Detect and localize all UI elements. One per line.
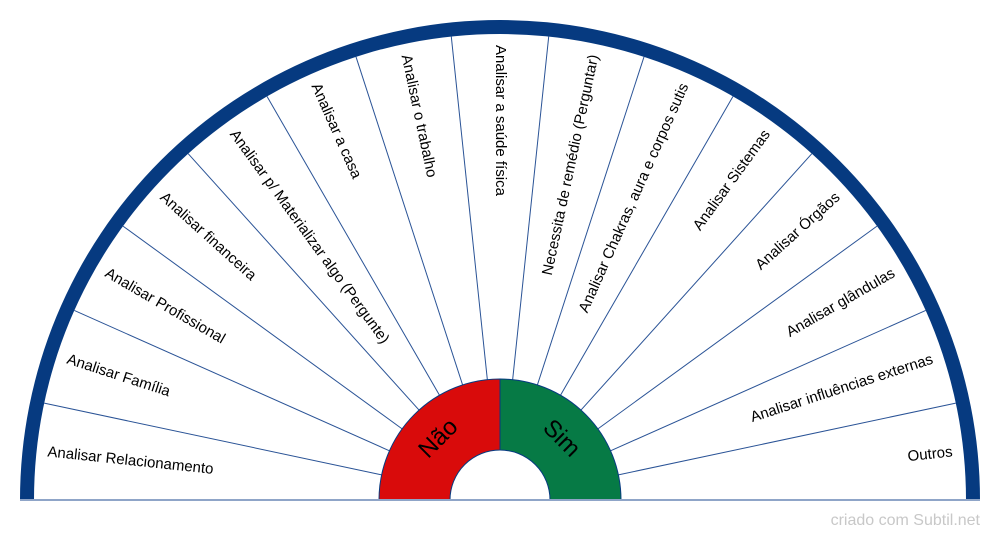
sector-label: Analisar Família	[65, 351, 173, 401]
sector-divider	[580, 153, 813, 411]
sector-label: Necessita de remédio (Perguntar)	[539, 53, 602, 277]
yes-sector	[499, 378, 622, 501]
sector-divider	[74, 310, 390, 452]
sector-label: Analisar influências externas	[748, 351, 935, 426]
sector-label: Analisar financeira	[157, 189, 261, 285]
sector-divider	[512, 36, 550, 380]
sector-divider	[610, 310, 926, 452]
no-sector	[378, 378, 501, 501]
watermark: criado com Subtil.net	[830, 512, 980, 529]
sector-divider	[266, 96, 440, 396]
sector-label: Outros	[907, 443, 954, 465]
sector-divider	[122, 225, 403, 430]
sector-divider	[44, 402, 382, 476]
sector-divider	[536, 56, 645, 386]
sector-label: Analisar o trabalho	[398, 53, 441, 179]
sector-divider	[618, 402, 956, 476]
sector-divider	[560, 96, 734, 396]
sector-label: Analisar Profissional	[102, 265, 228, 348]
sector-label: Analisar Relacionamento	[47, 443, 215, 477]
sector-divider	[597, 225, 878, 430]
sector-divider	[187, 153, 420, 411]
sector-label: Analisar glândulas	[783, 265, 898, 341]
sector-divider	[355, 56, 464, 386]
sector-label: Analisar a casa	[308, 81, 366, 182]
sector-divider	[450, 36, 488, 380]
sector-label: Analisar a saúde física	[492, 45, 509, 197]
sector-label: Analisar Sistemas	[690, 127, 774, 234]
sector-label: Analisar p/ Materializar algo (Pergunte)	[226, 127, 393, 347]
